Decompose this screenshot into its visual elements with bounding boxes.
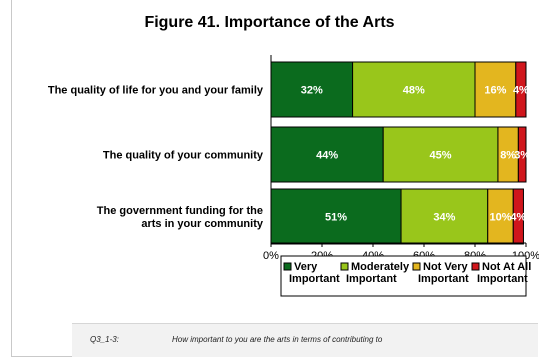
data-label: 8%	[500, 150, 516, 162]
bar-segment	[515, 61, 527, 118]
category-label: The government funding for the	[97, 205, 263, 217]
data-label: 16%	[484, 85, 506, 97]
data-label: 48%	[403, 85, 425, 97]
legend-label: Important	[289, 273, 340, 285]
legend-swatch	[412, 262, 421, 271]
category-label: arts in your community	[141, 218, 264, 230]
question-note: Q3_1-3: How important to you are the art…	[72, 323, 538, 357]
bar-segment	[270, 188, 402, 245]
legend-label: Moderately	[351, 261, 410, 273]
data-label: 10%	[489, 212, 511, 224]
bar-segment	[400, 188, 489, 245]
legend-label: Not Very	[423, 261, 469, 273]
chart-title: Figure 41. Importance of the Arts	[144, 14, 395, 31]
bar-segment	[517, 126, 527, 183]
legend-label: Not At All	[482, 261, 531, 273]
legend-box	[280, 255, 527, 297]
legend-swatch	[283, 262, 292, 271]
data-label: 4%	[513, 85, 529, 97]
bar-segment	[512, 188, 524, 245]
data-label: 44%	[316, 150, 338, 162]
data-label: 4%	[510, 212, 526, 224]
legend-label: Important	[346, 273, 397, 285]
data-label: 51%	[325, 212, 347, 224]
legend-swatch	[340, 262, 349, 271]
bar-segment	[382, 126, 499, 183]
category-label: The quality of life for you and your fam…	[48, 85, 264, 97]
legend-label: Important	[418, 273, 469, 285]
question-code: Q3_1-3:	[90, 335, 119, 344]
bar-segment	[474, 61, 517, 118]
data-label: 45%	[430, 150, 452, 162]
data-label: 34%	[433, 212, 455, 224]
data-label: 3%	[514, 150, 530, 162]
x-tick-label: 0%	[263, 250, 279, 262]
bar-segment	[487, 188, 514, 245]
category-label: The quality of your community	[103, 150, 264, 162]
question-text: How important to you are the arts in ter…	[172, 335, 383, 344]
legend-label: Important	[477, 273, 528, 285]
legend-swatch	[471, 262, 480, 271]
legend-label: Very	[294, 261, 318, 273]
data-label: 32%	[301, 85, 323, 97]
